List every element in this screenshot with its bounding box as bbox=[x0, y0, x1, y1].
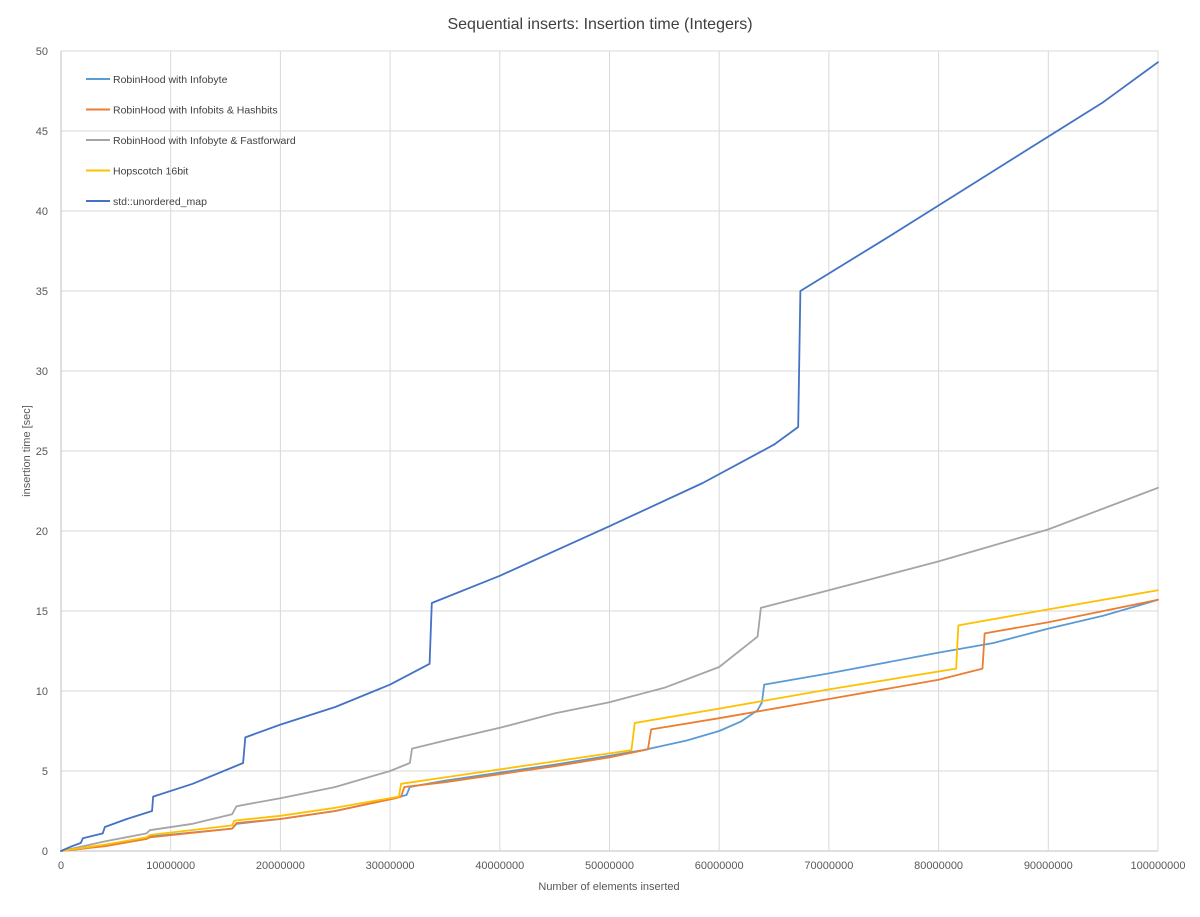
y-tick-label: 15 bbox=[36, 606, 48, 618]
x-tick-label: 40000000 bbox=[475, 860, 524, 872]
y-tick-label: 5 bbox=[42, 766, 48, 778]
x-tick-label: 70000000 bbox=[804, 860, 853, 872]
y-tick-label: 45 bbox=[36, 126, 48, 138]
x-tick-label: 60000000 bbox=[695, 860, 744, 872]
legend: RobinHood with Infobyte RobinHood with In… bbox=[86, 74, 296, 208]
chart-title: Sequential inserts: Insertion time (Inte… bbox=[447, 16, 752, 33]
x-axis-title: Number of elements inserted bbox=[538, 881, 679, 893]
x-tick-label: 20000000 bbox=[256, 860, 305, 872]
x-tick-label: 10000000 bbox=[146, 860, 195, 872]
x-tick-label: 30000000 bbox=[366, 860, 415, 872]
y-tick-label: 40 bbox=[36, 206, 48, 218]
legend-item: std::unordered_map bbox=[86, 196, 207, 208]
y-tick-label: 35 bbox=[36, 286, 48, 298]
legend-item: RobinHood with Infobyte & Fastforward bbox=[86, 135, 296, 147]
tick-labels: 0 5 10 15 20 25 30 35 40 45 50 0 10000000 20000000 300… bbox=[36, 46, 1186, 872]
legend-label: std::unordered_map bbox=[113, 196, 207, 208]
legend-label: Hopscotch 16bit bbox=[113, 166, 188, 178]
series-line bbox=[60, 589, 1159, 852]
legend-item: Hopscotch 16bit bbox=[86, 166, 188, 178]
x-tick-label: 50000000 bbox=[585, 860, 634, 872]
series-line bbox=[60, 61, 1159, 852]
y-tick-label: 0 bbox=[42, 846, 48, 858]
x-tick-label: 100000000 bbox=[1130, 860, 1185, 872]
y-axis-title: insertion time [sec] bbox=[21, 405, 33, 497]
series-lines bbox=[60, 61, 1159, 852]
y-tick-label: 30 bbox=[36, 366, 48, 378]
series-line bbox=[60, 598, 1159, 852]
series-line bbox=[60, 486, 1159, 852]
gridlines bbox=[60, 50, 1159, 852]
x-tick-label: 80000000 bbox=[914, 860, 963, 872]
legend-label: RobinHood with Infobyte & Fastforward bbox=[113, 135, 296, 147]
y-tick-label: 10 bbox=[36, 686, 48, 698]
y-tick-label: 50 bbox=[36, 46, 48, 58]
legend-label: RobinHood with Infobits & Hashbits bbox=[113, 105, 278, 117]
y-tick-label: 25 bbox=[36, 446, 48, 458]
y-tick-label: 20 bbox=[36, 526, 48, 538]
x-tick-label: 90000000 bbox=[1024, 860, 1073, 872]
legend-item: RobinHood with Infobits & Hashbits bbox=[86, 105, 278, 117]
legend-item: RobinHood with Infobyte bbox=[86, 74, 228, 86]
legend-label: RobinHood with Infobyte bbox=[113, 74, 228, 86]
x-tick-label: 0 bbox=[58, 860, 64, 872]
